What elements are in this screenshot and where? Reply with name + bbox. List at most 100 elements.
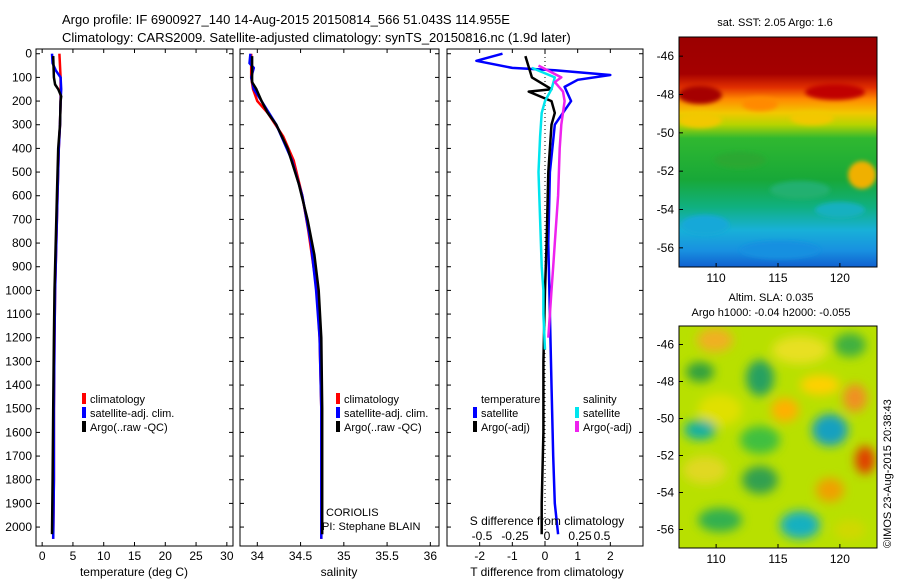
legend-label-satellite: satellite-adj. clim. (344, 408, 428, 420)
map-x-tick-label: 110 (707, 552, 726, 566)
difference-panel: -2 -1 0 1 2 T difference from climatology S … (446, 48, 644, 579)
x-tick-label: 30 (220, 549, 234, 563)
difference-xlabel: T difference from climatology (470, 565, 624, 579)
map-y-tick-label: -50 (657, 412, 675, 426)
legend-swatch-climatology (82, 393, 86, 404)
header-line-1: Argo profile: IF 6900927_140 14-Aug-2015… (62, 12, 510, 27)
x-tick-label: 20 (159, 549, 173, 563)
x-tick-label: 35.5 (375, 549, 399, 563)
y-tick-label: 200 (12, 94, 32, 108)
map-y-tick-label: -54 (657, 203, 675, 217)
legend-label-climatology: climatology (344, 394, 400, 406)
legend-swatch-argo (82, 421, 86, 432)
x-tick-label: 1 (574, 549, 581, 563)
map-y-tick-label: -50 (657, 126, 675, 140)
temperature-legend: climatology satellite-adj. clim. Argo(..… (82, 393, 174, 434)
legend-swatch-argo (336, 421, 340, 432)
map-y-tick-label: -48 (657, 88, 675, 102)
series-line (250, 56, 324, 535)
x-tick-label: 36 (424, 549, 438, 563)
sla-map-panel: Altim. SLA: 0.035 Argo h1000: -0.04 h200… (657, 292, 878, 566)
y-tick-label: 800 (12, 236, 32, 250)
x-tick-label: 0 (39, 549, 46, 563)
y-tick-label: 1600 (5, 425, 32, 439)
s-diff-tick: 0.5 (594, 529, 611, 543)
y-tick-label: 1700 (5, 449, 32, 463)
x-tick-label: 2 (607, 549, 614, 563)
s-diff-tick: 0 (544, 529, 551, 543)
x-tick-label: 15 (128, 549, 142, 563)
legend-label-climatology: climatology (90, 394, 146, 406)
legend-swatch-sal-argo (575, 421, 579, 432)
sst-map-title: sat. SST: 2.05 Argo: 1.6 (717, 17, 833, 29)
x-tick-label: 25 (189, 549, 203, 563)
y-tick-label: 400 (12, 141, 32, 155)
legend-label-sal-argo: Argo(-adj) (583, 422, 632, 434)
x-tick-label: 35 (337, 549, 351, 563)
temperature-axes-box (35, 48, 234, 547)
salinity-axes-box (239, 48, 440, 547)
temperature-xlabel: temperature (deg C) (80, 565, 188, 579)
y-tick-label: 100 (12, 70, 32, 84)
series-line (531, 66, 557, 350)
legend-swatch-temp-satellite (473, 407, 477, 418)
y-tick-label: 600 (12, 189, 32, 203)
map-y-tick-label: -52 (657, 164, 675, 178)
s-diff-tick: -0.25 (501, 529, 529, 543)
y-tick-label: 1200 (5, 331, 32, 345)
y-tick-label: 300 (12, 118, 32, 132)
legend-swatch-climatology (336, 393, 340, 404)
series-line (524, 55, 557, 535)
series-line (50, 56, 63, 535)
legend-label-sal-satellite: satellite (583, 408, 620, 420)
salinity-xlabel: salinity (321, 565, 358, 579)
map-y-tick-label: -54 (657, 486, 675, 500)
y-tick-label: 1500 (5, 402, 32, 416)
map-x-tick-label: 115 (768, 271, 787, 285)
map-x-tick-label: 120 (830, 271, 850, 285)
map-x-tick-label: 110 (707, 271, 726, 285)
legend-label-temp-argo: Argo(-adj) (481, 422, 530, 434)
legend-label-argo: Argo(..raw -QC) (90, 422, 168, 434)
y-tick-label: 1100 (6, 307, 32, 321)
salinity-panel: 34 34.5 35 35.5 36 salinity climatology sate… (239, 48, 440, 579)
legend-swatch-satellite (336, 407, 340, 418)
x-tick-label: 34 (251, 549, 265, 563)
x-tick-label: 10 (97, 549, 111, 563)
legend-header-temperature: temperature (481, 394, 540, 406)
temperature-panel: 0 5 10 15 20 25 300100200300400500600700800900… (5, 47, 234, 579)
sla-title-line-1: Altim. SLA: 0.035 (729, 292, 814, 304)
y-tick-label: 1000 (5, 283, 32, 297)
pi-label: PI: Stephane BLAIN (322, 521, 421, 533)
sla-field-texture (683, 328, 875, 540)
y-tick-label: 1900 (5, 496, 32, 510)
y-tick-label: 700 (12, 212, 32, 226)
s-diff-tick: 0.25 (568, 529, 592, 543)
series-line (537, 64, 566, 338)
y-tick-label: 1800 (5, 473, 32, 487)
x-tick-label: 5 (70, 549, 77, 563)
map-y-tick-label: -56 (657, 241, 675, 255)
x-tick-label: 34.5 (289, 549, 313, 563)
x-tick-label: 0 (542, 549, 549, 563)
y-tick-label: 900 (12, 260, 32, 274)
sst-field-texture (679, 84, 876, 259)
map-x-tick-label: 120 (830, 552, 850, 566)
map-y-tick-label: -46 (657, 49, 675, 63)
legend-label-satellite: satellite-adj. clim. (90, 408, 174, 420)
y-tick-label: 0 (25, 47, 32, 61)
y-tick-label: 1300 (5, 354, 32, 368)
imos-watermark: ©IMOS 23-Aug-2015 20:38:43 (882, 399, 894, 548)
legend-swatch-satellite (82, 407, 86, 418)
legend-swatch-sal-satellite (575, 407, 579, 418)
data-centre-label: CORIOLIS (326, 507, 379, 519)
y-tick-label: 1400 (5, 378, 32, 392)
difference-top-axis-label: S difference from climatology (470, 514, 625, 528)
s-diff-tick: -0.5 (472, 529, 493, 543)
x-tick-label: -1 (507, 549, 518, 563)
y-tick-label: 2000 (5, 520, 32, 534)
map-y-tick-label: -48 (657, 375, 675, 389)
map-y-tick-label: -56 (657, 523, 675, 537)
map-y-tick-label: -46 (657, 338, 675, 352)
